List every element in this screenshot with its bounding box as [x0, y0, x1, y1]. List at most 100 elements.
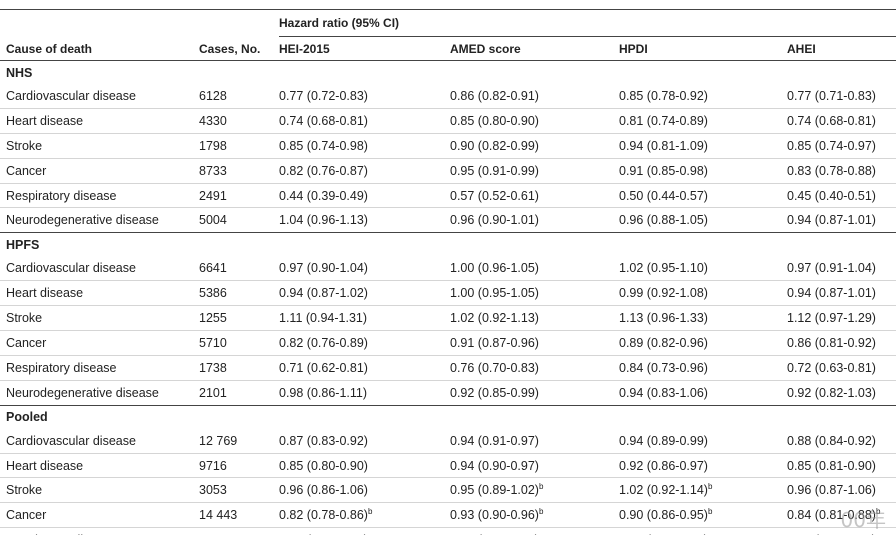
cases-cell-value: 1798 [199, 138, 227, 153]
cases-cell-value: 4330 [199, 113, 227, 128]
hei-2015-cell-value: 0.54 (0.49-0.59) [279, 533, 368, 535]
cases-cell-value: 1255 [199, 311, 227, 326]
hpdi-cell-value: 0.91 (0.85-0.98) [619, 163, 708, 178]
cause-cell: Stroke [0, 133, 193, 159]
cases-cell: 9716 [193, 453, 273, 479]
ahei-cell-value: 0.56 (0.52-0.61) [787, 533, 876, 535]
hei-2015-cell: 0.74 (0.68-0.81) [273, 108, 444, 134]
ahei-cell: 0.77 (0.71-0.83) [781, 84, 896, 109]
cause-cell-value: Cancer [6, 335, 47, 350]
table-row: Respiratory disease 1738 0.71 (0.62-0.81) 0… [0, 355, 896, 381]
cases-cell: 14 443 [193, 502, 273, 529]
footnote-marker: b [707, 507, 713, 517]
hpdi-cell-value: 0.94 (0.89-0.99) [619, 433, 708, 448]
column-header-amed: AMED score [444, 37, 613, 61]
amed-score-cell-value: 0.94 (0.91-0.97) [450, 433, 539, 448]
column-header-ahei: AHEI [781, 37, 896, 61]
ahei-cell-value: 0.88 (0.84-0.92) [787, 433, 876, 448]
cause-cell-value: Heart disease [6, 286, 84, 301]
amed-score-cell: 1.00 (0.96-1.05) [444, 256, 613, 282]
cases-cell-value: 9716 [199, 458, 227, 473]
ahei-cell-value: 0.72 (0.63-0.81) [787, 360, 876, 375]
table-row: Stroke 1255 1.11 (0.94-1.31) 1.02 (0.92-1.1… [0, 305, 896, 332]
hei-2015-cell-value: 0.82 (0.78-0.86) [279, 508, 368, 523]
table-row: Cardiovascular disease 6128 0.77 (0.72-0.8… [0, 84, 896, 109]
hei-2015-cell-value: 0.74 (0.68-0.81) [279, 113, 368, 128]
amed-score-cell-value: 0.85 (0.80-0.90) [450, 113, 539, 128]
hpdi-cell-value: 0.94 (0.83-1.06) [619, 385, 708, 400]
hei-2015-cell: 0.94 (0.87-1.02) [273, 280, 444, 307]
amed-score-cell-value: 1.00 (0.95-1.05) [450, 286, 539, 301]
table-row: Cancer 14 443 0.82 (0.78-0.86)b 0.93 (0.90-… [0, 502, 896, 529]
cases-cell-value: 5004 [199, 213, 227, 228]
hei-2015-cell-value: 0.71 (0.62-0.81) [279, 360, 368, 375]
ahei-cell: 0.97 (0.91-1.04) [781, 256, 896, 282]
ahei-cell: 0.94 (0.87-1.01) [781, 280, 896, 307]
amed-score-cell-value: 0.95 (0.89-1.02) [450, 483, 539, 498]
ahei-cell-value: 0.92 (0.82-1.03) [787, 385, 876, 400]
cases-cell-value: 5386 [199, 286, 227, 301]
hpdi-cell-value: 0.92 (0.86-0.97) [619, 458, 708, 473]
cause-cell-value: Cardiovascular disease [6, 88, 136, 103]
cause-cell: Respiratory disease [0, 527, 193, 535]
footnote-marker: b [367, 507, 373, 517]
hei-2015-cell: 0.96 (0.86-1.06) [273, 477, 444, 504]
amed-score-cell-value: 0.76 (0.70-0.83) [450, 360, 539, 375]
cause-cell: Stroke [0, 477, 193, 504]
column-header-hpdi: HPDI [613, 37, 781, 61]
amed-score-cell: 0.85 (0.80-0.90) [444, 108, 613, 134]
cohort-row: NHS [0, 61, 896, 85]
amed-score-cell-value: 0.92 (0.85-0.99) [450, 385, 539, 400]
cases-cell-value: 14 443 [199, 508, 238, 523]
cases-cell: 2491 [193, 183, 273, 209]
ahei-cell: 0.45 (0.40-0.51) [781, 183, 896, 209]
cases-cell: 2101 [193, 380, 273, 406]
hpdi-cell-value: 0.85 (0.78-0.92) [619, 88, 708, 103]
hpdi-cell-value: 0.96 (0.88-1.05) [619, 213, 708, 228]
hei-2015-cell: 0.82 (0.76-0.87) [273, 158, 444, 184]
cases-cell: 5004 [193, 207, 273, 234]
hei-2015-cell-value: 0.82 (0.76-0.89) [279, 335, 368, 350]
hei-2015-cell: 0.77 (0.72-0.83) [273, 84, 444, 109]
watermark: 00年 [840, 508, 886, 532]
cause-cell-value: Stroke [6, 311, 43, 326]
hpdi-cell: 0.84 (0.73-0.96) [613, 355, 781, 381]
amed-score-cell: 0.65 (0.61-0.69) [444, 527, 613, 535]
amed-score-cell: 0.86 (0.82-0.91) [444, 84, 613, 109]
ahei-cell: 0.84 (0.81-0.88)b [781, 502, 896, 529]
cases-cell: 5710 [193, 330, 273, 356]
hei-2015-cell-value: 0.87 (0.83-0.92) [279, 433, 368, 448]
cases-cell: 3053 [193, 477, 273, 504]
cause-cell-value: Cardiovascular disease [6, 261, 136, 276]
ahei-cell-value: 0.94 (0.87-1.01) [787, 213, 876, 228]
cause-cell-value: Cancer [6, 163, 47, 178]
cohort-row: HPFS [0, 233, 896, 257]
cases-cell: 1798 [193, 133, 273, 159]
cases-cell-value: 2491 [199, 188, 227, 203]
hpdi-cell: 0.96 (0.88-1.05) [613, 207, 781, 234]
cases-cell-value: 12 769 [199, 433, 238, 448]
ahei-cell-value: 0.83 (0.78-0.88) [787, 163, 876, 178]
ahei-cell: 0.72 (0.63-0.81) [781, 355, 896, 381]
amed-score-cell: 0.91 (0.87-0.96) [444, 330, 613, 356]
cohort-label: HPFS [6, 237, 40, 252]
hazard-ratio-table: Hazard ratio (95% CI) Cause of death Cas… [0, 9, 896, 535]
cause-cell-value: Heart disease [6, 458, 84, 473]
hpdi-cell-value: 1.13 (0.96-1.33) [619, 311, 708, 326]
amed-score-cell: 0.95 (0.91-0.99) [444, 158, 613, 184]
hpdi-cell: 0.81 (0.74-0.89) [613, 108, 781, 134]
cause-cell-value: Respiratory disease [6, 360, 117, 375]
hei-2015-cell: 1.11 (0.94-1.31) [273, 305, 444, 332]
cause-cell-value: Respiratory disease [6, 188, 117, 203]
table-row: Heart disease 5386 0.94 (0.87-1.02) 1.00 (0… [0, 280, 896, 307]
cause-cell-value: Stroke [6, 138, 43, 153]
amed-score-cell: 0.94 (0.91-0.97) [444, 428, 613, 454]
column-header-hei: HEI-2015 [273, 37, 444, 61]
hei-2015-cell: 0.87 (0.83-0.92) [273, 428, 444, 454]
hei-2015-cell-value: 0.82 (0.76-0.87) [279, 163, 368, 178]
cases-cell-value: 4229 [199, 533, 227, 535]
hei-2015-cell: 0.85 (0.80-0.90) [273, 453, 444, 479]
ahei-cell: 1.12 (0.97-1.29) [781, 305, 896, 332]
ahei-cell: 0.74 (0.68-0.81) [781, 108, 896, 134]
